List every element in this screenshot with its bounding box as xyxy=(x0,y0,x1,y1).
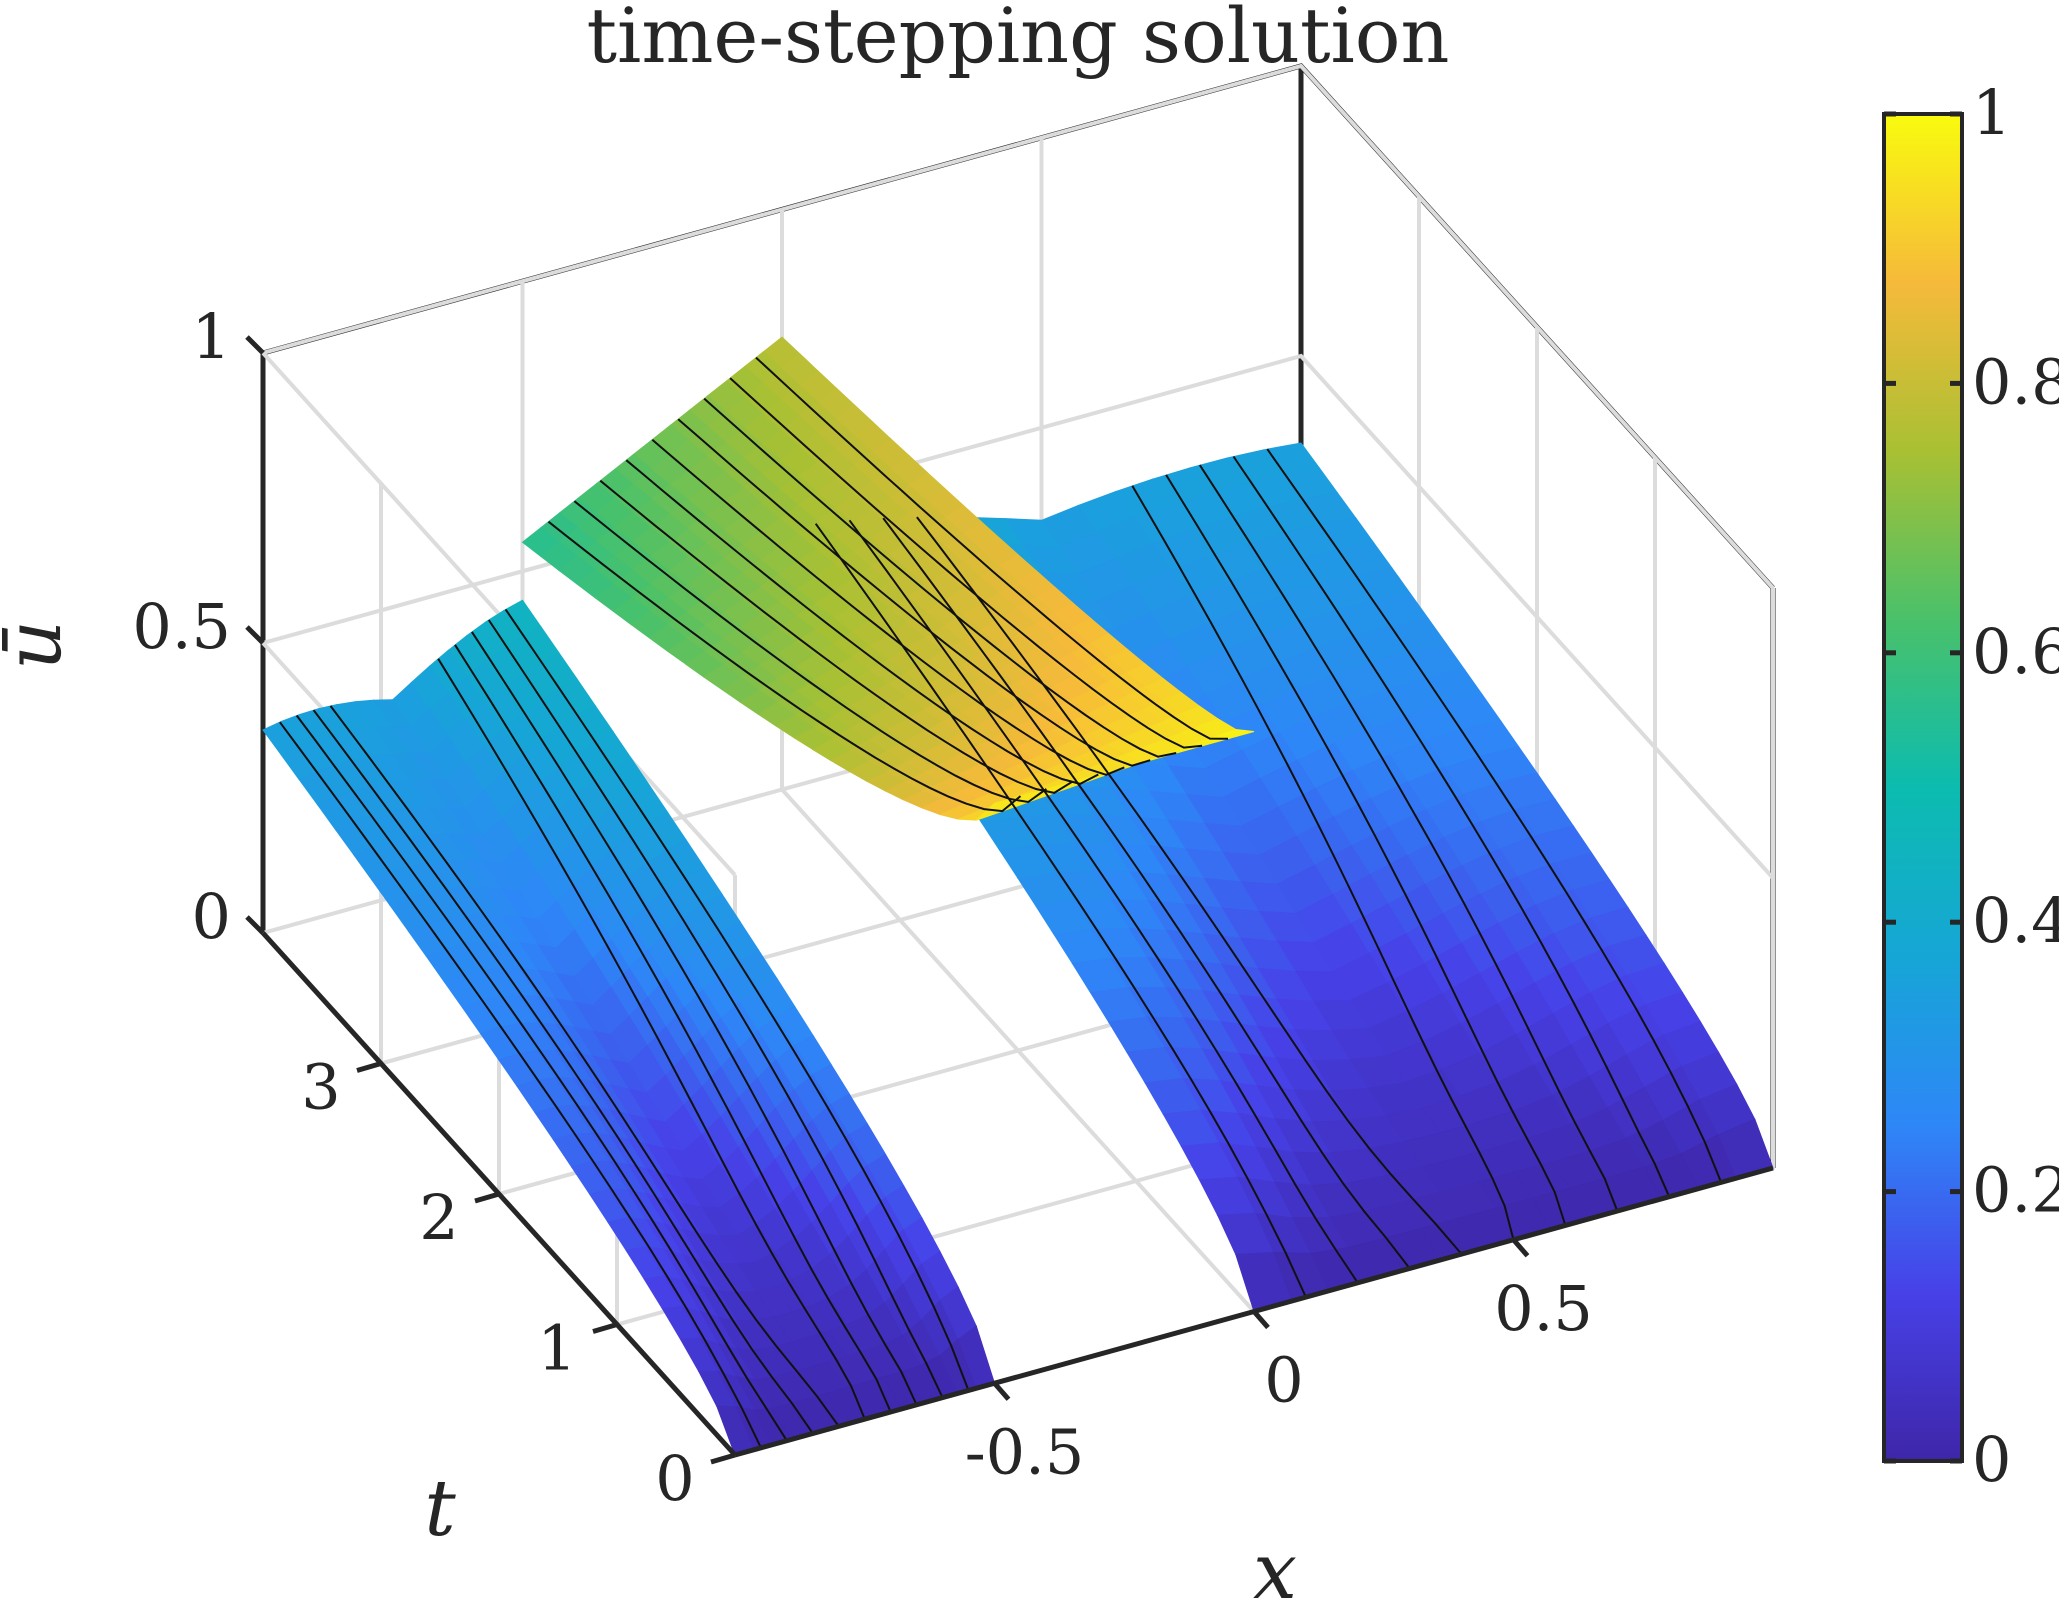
contour-line xyxy=(1266,448,1723,1183)
t-tick-mark xyxy=(592,1322,618,1334)
contour-line xyxy=(651,438,1125,776)
colorbar-tick-label: 0.8 xyxy=(1972,345,2059,418)
contour-line xyxy=(755,356,1229,740)
x-tick-label: 0 xyxy=(1264,1344,1303,1417)
contour-line xyxy=(487,619,944,1399)
y-axis-label: t xyxy=(424,1464,456,1554)
t-tick-label: 3 xyxy=(301,1051,340,1124)
colorbar-tick-label: 1 xyxy=(1972,76,2011,149)
contour-line xyxy=(677,418,1151,767)
chart-title: time-stepping solution xyxy=(586,0,1449,80)
colorbar-tick-label: 0.4 xyxy=(1972,884,2059,957)
contour-line xyxy=(454,644,892,1413)
contour-line xyxy=(573,500,1047,804)
z-tick-mark xyxy=(245,335,265,355)
t-tick-mark xyxy=(356,1061,382,1073)
x-axis-label: x xyxy=(1253,1527,1297,1609)
contour-line xyxy=(471,631,918,1406)
z-tick-label: 1 xyxy=(192,300,231,373)
axis-ticks: -0.5 0 0.5 0 1 2 3 0 0.5 1 xyxy=(132,300,1592,1515)
z-tick-mark xyxy=(245,625,265,645)
contour-line xyxy=(295,714,788,1442)
contour-line xyxy=(625,459,1099,785)
colorbar-tick-label: 0.6 xyxy=(1972,615,2059,688)
contour-line xyxy=(547,520,1022,813)
contour-lines xyxy=(279,356,1723,1449)
contour-line xyxy=(312,709,814,1435)
z-axis-label: ū xyxy=(0,620,79,670)
contour-line xyxy=(814,523,1307,1298)
x-tick-label: 0.5 xyxy=(1494,1272,1593,1345)
x-tick-mark xyxy=(992,1381,1011,1401)
colorbar-gradient xyxy=(1882,112,1964,1463)
surface-mesh xyxy=(262,336,1774,1456)
z-tick-mark xyxy=(245,915,265,935)
z-tick-label: 0 xyxy=(192,880,231,953)
x-tick-mark xyxy=(1252,1309,1270,1330)
x-tick-label: -0.5 xyxy=(965,1415,1085,1488)
contour-line xyxy=(329,705,840,1427)
colorbar-tick-label: 0 xyxy=(1972,1423,2011,1496)
contour-line xyxy=(599,479,1073,794)
contour-line xyxy=(882,517,1411,1270)
surface-patch xyxy=(975,797,1014,821)
z-tick-label: 0.5 xyxy=(132,590,231,663)
contour-line xyxy=(437,658,866,1420)
contour-line xyxy=(916,516,1463,1255)
t-tick-mark xyxy=(710,1452,736,1465)
contour-line xyxy=(848,519,1359,1284)
contour-line xyxy=(279,721,762,1449)
colorbar: 0 0.2 0.4 0.6 0.8 1 xyxy=(1882,76,2059,1496)
t-tick-label: 2 xyxy=(419,1181,458,1254)
contour-line xyxy=(729,377,1203,749)
contour-line xyxy=(1198,464,1619,1212)
x-tick-mark xyxy=(1511,1238,1530,1258)
contour-line xyxy=(1131,485,1515,1241)
contour-line xyxy=(1165,474,1567,1226)
contour-line xyxy=(703,397,1177,758)
t-tick-label: 0 xyxy=(655,1442,694,1515)
contour-line xyxy=(1232,455,1671,1198)
colorbar-tick-label: 0.2 xyxy=(1972,1154,2059,1227)
contour-line xyxy=(504,608,970,1391)
t-tick-label: 1 xyxy=(537,1312,576,1385)
colorbar-ticks: 0 0.2 0.4 0.6 0.8 1 xyxy=(1884,76,2059,1496)
t-tick-mark xyxy=(474,1191,500,1204)
